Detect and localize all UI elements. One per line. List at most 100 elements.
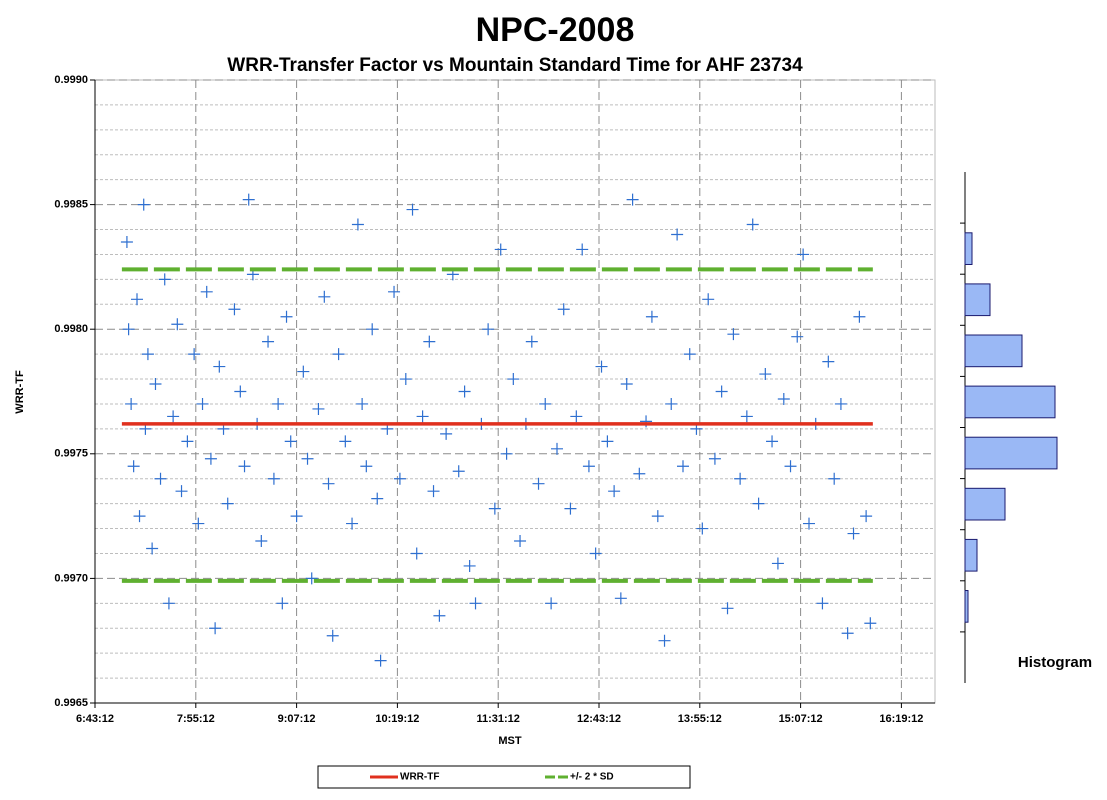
point [759,368,772,381]
y-tick-label: 0.9985 [54,199,88,211]
y-tick-label: 0.9970 [54,572,88,584]
series-line [121,267,873,583]
point [196,397,209,410]
point [131,293,143,306]
legend-box [317,765,691,789]
x-tick-label: 7:55:12 [177,713,215,725]
point [433,609,446,622]
point [122,323,135,336]
histogram-title: Histogram [1018,654,1092,671]
point [463,559,476,572]
histogram-bar [964,538,978,572]
point [677,460,689,473]
point [267,472,280,485]
point [721,602,734,615]
point [557,303,570,316]
point [601,435,614,448]
histogram-bar [964,283,991,317]
point [853,310,866,323]
point [360,460,373,473]
point [864,617,877,630]
point [141,348,154,361]
point [312,402,325,415]
point [860,510,873,523]
point [551,442,563,455]
point [469,597,482,610]
point [595,360,608,373]
point [133,510,146,523]
point [346,517,359,530]
point [154,472,167,485]
legend-label: +/- 2 * SD [570,772,614,783]
point [158,273,171,286]
point [351,218,364,231]
point [645,310,658,323]
histogram-bar [964,487,1006,521]
point [797,248,810,261]
point [162,597,175,610]
point [326,629,339,642]
point [272,397,285,410]
point [242,193,255,206]
point [356,397,369,410]
point [423,335,436,348]
point [399,373,412,386]
point [752,497,765,510]
point [791,330,804,343]
point [388,285,401,298]
point [127,460,140,473]
y-tick-label: 0.9965 [54,697,88,709]
point [280,310,293,323]
point [539,397,552,410]
point [339,435,352,448]
point [784,460,797,473]
point [318,290,331,303]
point [305,572,318,585]
x-tick-label: 10:19:12 [375,713,419,725]
point [137,198,150,211]
point [651,510,664,523]
point [146,542,159,555]
point [120,235,133,248]
point [488,502,501,515]
x-tick-label: 13:55:12 [678,713,722,725]
point [175,485,188,498]
histogram-bar [964,334,1023,368]
point [803,517,815,530]
point [708,452,721,465]
plot-area [94,79,936,704]
x-tick-label: 6:43:12 [76,713,114,725]
y-tick-label: 0.9975 [54,448,88,460]
point [284,435,297,448]
x-tick-label: 16:19:12 [879,713,923,725]
point [525,335,538,348]
point [255,535,268,548]
y-axis-label: WRR-TF [14,370,26,414]
point [734,472,747,485]
y-tick-label: 0.9990 [54,74,88,86]
point [841,627,854,640]
point [366,323,379,336]
x-tick-label: 12:43:12 [577,713,621,725]
point [702,293,715,306]
point [276,597,289,610]
point [238,460,251,473]
chart-subtitle: WRR-Transfer Factor vs Mountain Standard… [227,55,803,76]
point [200,285,213,298]
point [228,303,241,316]
point [125,397,138,410]
point [746,218,759,231]
point [626,193,639,206]
point [204,452,217,465]
point [715,385,728,398]
point [834,397,847,410]
point [500,447,513,460]
point [658,634,671,647]
histogram-bar [964,436,1058,470]
point [427,485,440,498]
point [620,378,633,391]
point [262,335,275,348]
point [683,348,696,361]
point [234,385,247,398]
